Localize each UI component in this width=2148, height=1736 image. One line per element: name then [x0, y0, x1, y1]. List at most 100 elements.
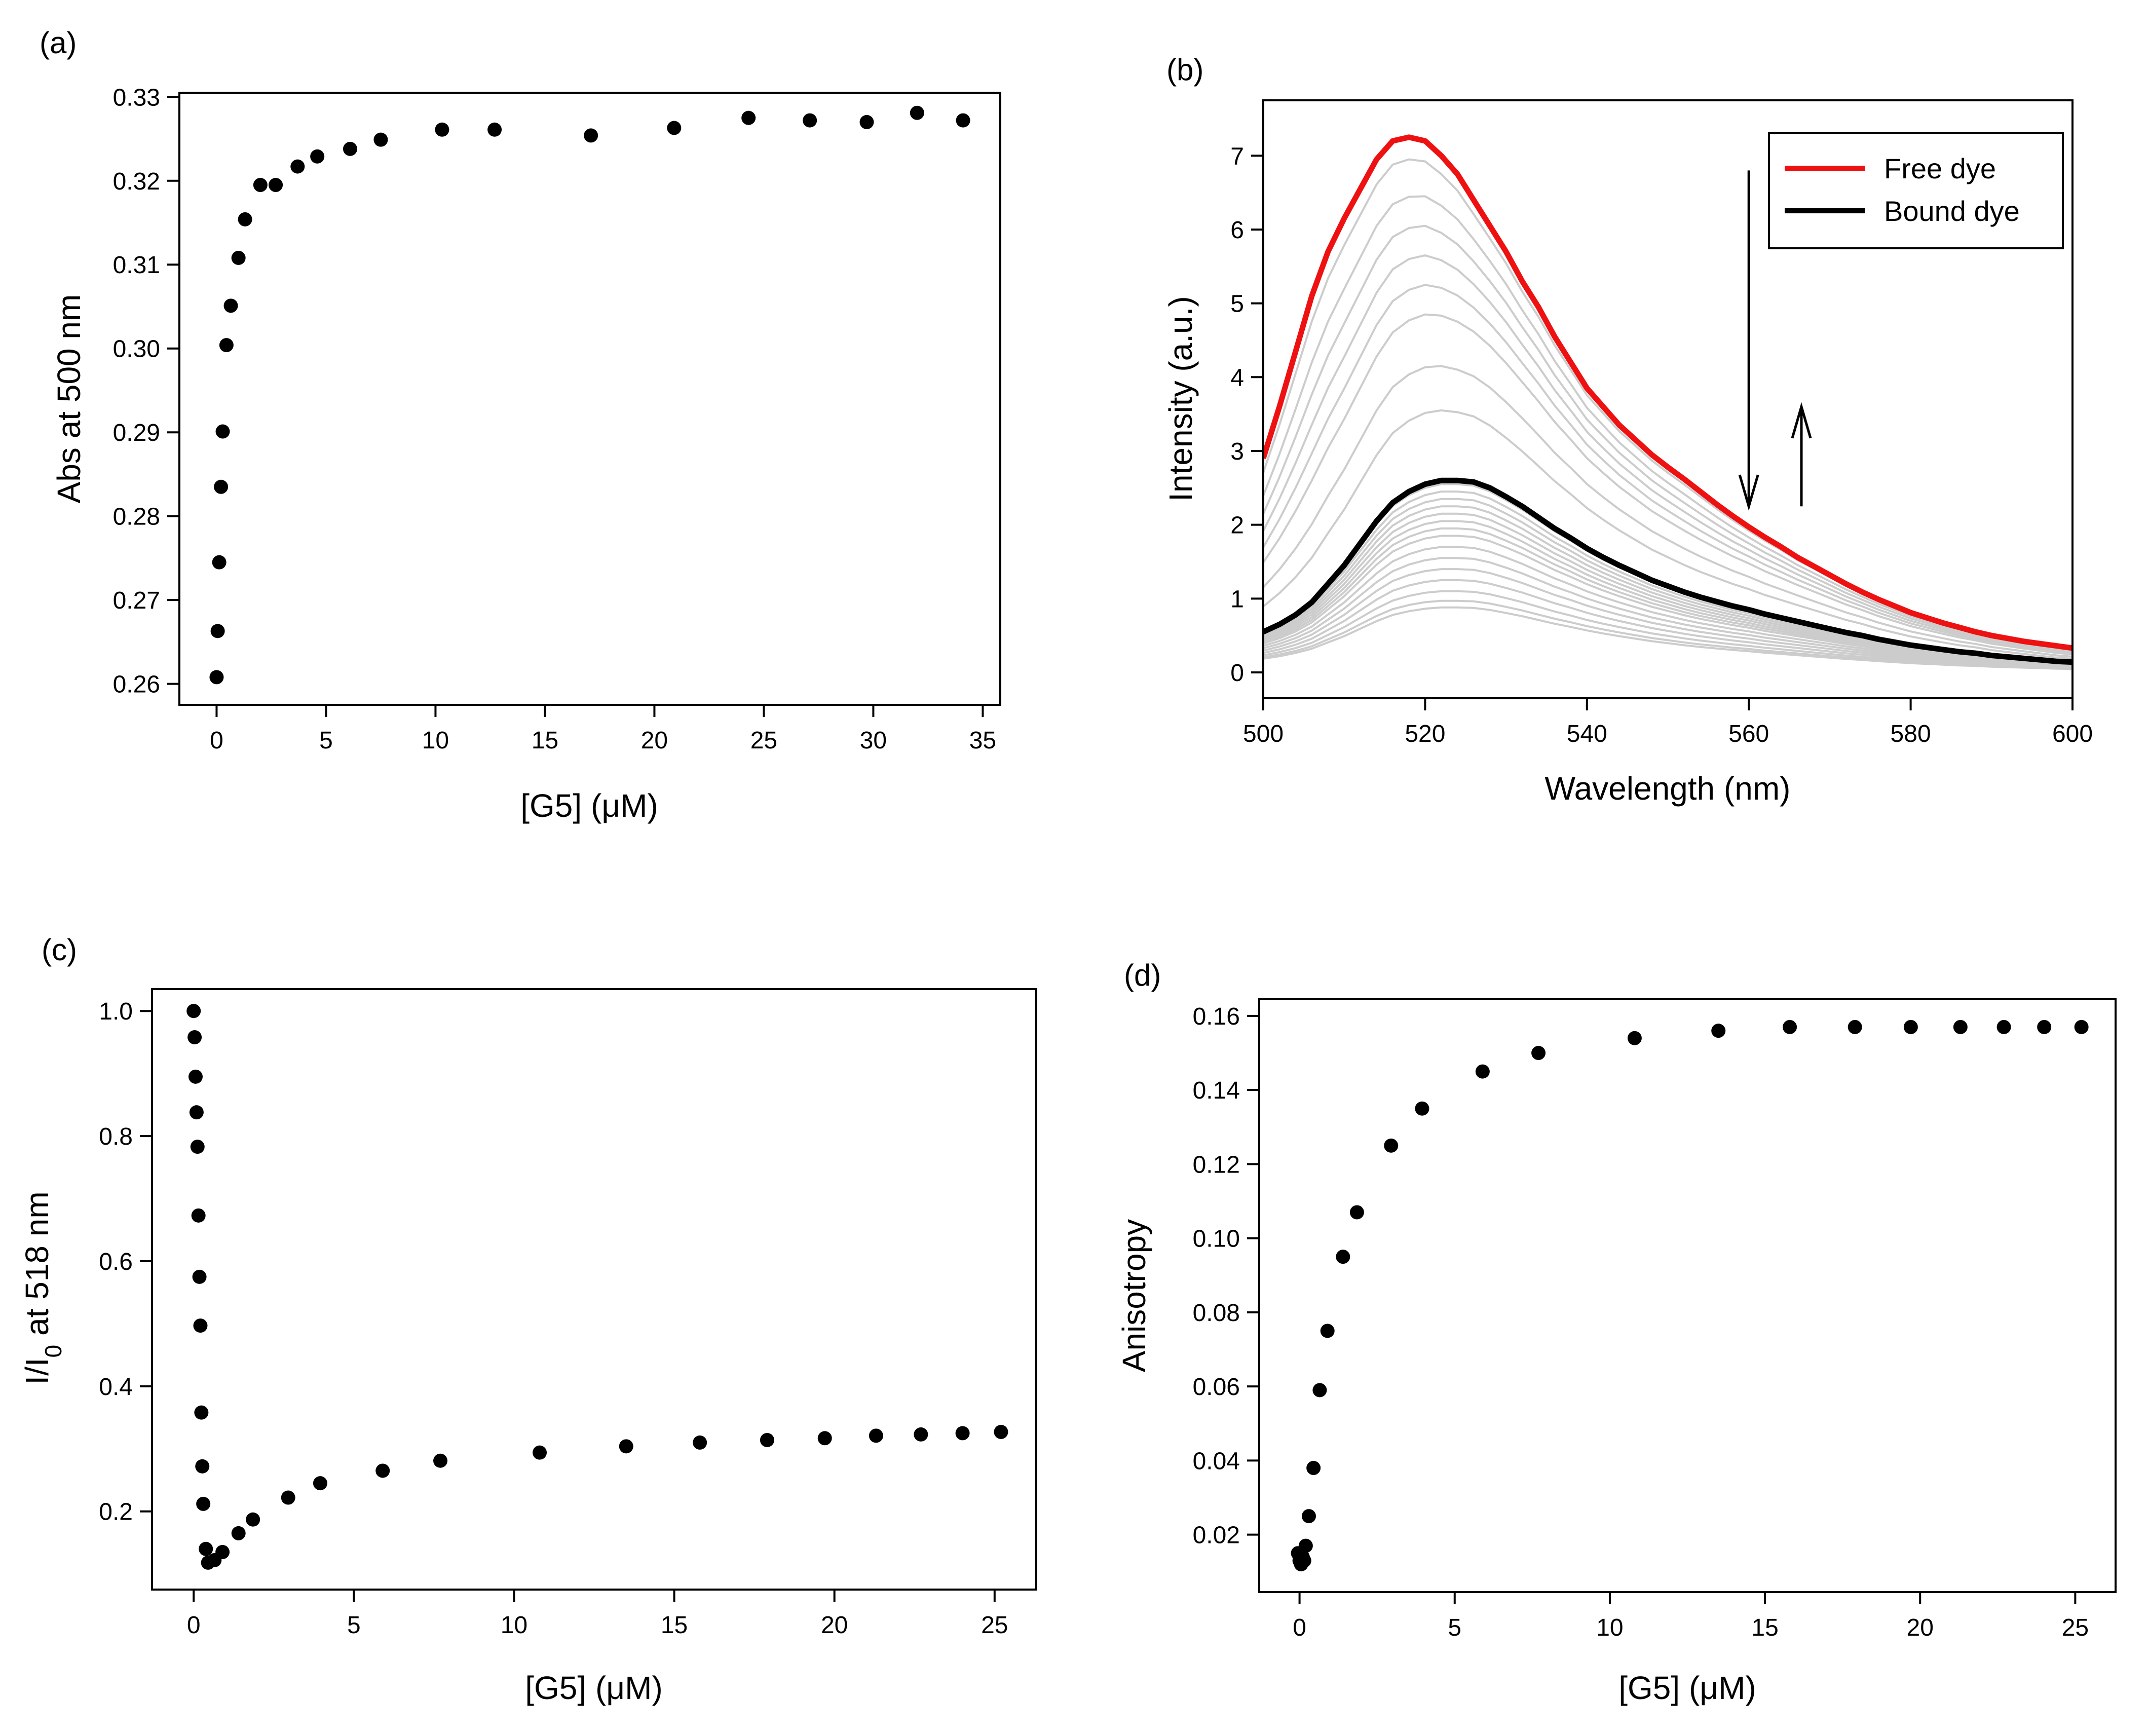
panel-c-y-tick-label: 0.6: [99, 1249, 133, 1275]
panel-b-intermediate-spectrum: [1263, 409, 2072, 660]
panel-a-label: (a): [40, 26, 77, 60]
panel-c-x-tick-label: 20: [821, 1612, 848, 1639]
panel-a-y-tick-label: 0.26: [113, 671, 160, 698]
panel-d-data-point: [1306, 1461, 1321, 1476]
panel-c-data-point: [189, 1105, 204, 1120]
panel-c-data-point: [375, 1463, 390, 1478]
panel-a-data-point: [215, 424, 230, 439]
panel-d-y-tick-label: 0.06: [1193, 1374, 1240, 1401]
panel-d-data-point: [1301, 1509, 1316, 1524]
panel-c-data-point: [281, 1490, 295, 1505]
panel-a-data-point: [487, 122, 502, 137]
panel-c-data-point: [619, 1439, 633, 1454]
panel-a-data-point: [803, 113, 817, 128]
panel-c-data-point: [186, 1004, 201, 1018]
panel-d-y-tick-label: 0.14: [1193, 1077, 1240, 1104]
panel-c-label: (c): [42, 933, 77, 967]
panel-d-y-tick-label: 0.16: [1193, 1003, 1240, 1030]
panel-a-data-point: [859, 115, 874, 129]
panel-d-y-tick-label: 0.10: [1193, 1226, 1240, 1253]
panel-c-data-point: [215, 1544, 230, 1559]
panel-b-x-tick-label: 580: [1891, 721, 1931, 747]
panel-c-y-label-subscript: 0: [40, 1345, 66, 1358]
panel-b-legend: Free dye Bound dye: [1768, 132, 2064, 249]
panel-b-y-tick-label: 5: [1230, 291, 1244, 318]
legend-free-dye-label: Free dye: [1884, 153, 1996, 184]
panel-d-data-point: [1627, 1031, 1642, 1045]
panel-a-data-point: [212, 555, 227, 570]
panel-b-x-tick-label: 600: [2052, 721, 2093, 747]
panel-b-bound-dye-line: [1263, 477, 2072, 665]
panel-a-data-point: [231, 250, 246, 265]
panel-c-data-point: [760, 1432, 774, 1447]
panel-d: (d) 0 5 10 15 20 25 0.02 0.04 0.06 0.08 0.10 0.12 0…: [1116, 958, 2117, 1706]
panel-a-y-tick-label: 0.27: [113, 587, 160, 614]
panel-d-y-tick-label: 0.08: [1193, 1300, 1240, 1327]
panel-b-label: (b): [1166, 53, 1203, 87]
panel-d-data-point: [1297, 1553, 1311, 1568]
panel-d-data-point: [1711, 1024, 1726, 1038]
panel-a-x-tick-label: 0: [210, 727, 223, 754]
panel-b-y-tick-label: 1: [1230, 586, 1244, 613]
panel-d-data-point: [1312, 1383, 1327, 1398]
panel-a-data-point: [310, 149, 325, 164]
panel-b-intermediate-spectrum: [1263, 254, 2072, 653]
panel-a-plot-frame: [178, 92, 1001, 706]
panel-d-data-point: [1336, 1250, 1350, 1264]
panel-a-data-point: [584, 128, 598, 143]
panel-d-data-point: [1384, 1138, 1399, 1153]
panel-c-y-label-main: I/I: [19, 1357, 55, 1384]
panel-d-x-tick-label: 10: [1596, 1614, 1623, 1641]
panel-b-intermediate-spectrum: [1263, 284, 2072, 654]
panel-a: (a) 0 5 10 15 20 25 30 35 0.26 0.27 0.28 0.29 0.30 0…: [40, 26, 1001, 824]
panel-b-x-tick-label: 560: [1728, 721, 1769, 747]
panel-c-data-point: [196, 1496, 211, 1511]
panel-b-y-tick-label: 6: [1230, 217, 1244, 244]
panel-b-y-tick-label: 0: [1230, 660, 1244, 687]
panel-d-data-point: [1531, 1046, 1546, 1061]
panel-a-data-point: [210, 624, 225, 638]
panel-d-data-point: [1996, 1020, 2011, 1034]
panel-c-data-point: [533, 1445, 547, 1460]
panel-a-data-point: [253, 178, 268, 193]
panel-d-x-tick-label: 20: [1907, 1614, 1934, 1641]
panel-c-data-point: [817, 1431, 832, 1446]
panel-d-x-tick-label: 15: [1751, 1614, 1778, 1641]
panel-c-data-point: [313, 1476, 327, 1491]
panel-b-plot-frame: [1262, 99, 2074, 699]
panel-a-x-tick-label: 35: [969, 727, 996, 754]
panel-a-x-tick-label: 5: [319, 727, 333, 754]
panel-a-x-axis-label: [G5] (μM): [520, 787, 658, 824]
panel-c-y-axis-label: I/I0 at 518 nm: [19, 1191, 66, 1384]
panel-a-data-point: [219, 338, 234, 353]
panel-a-y-tick-label: 0.33: [113, 84, 160, 111]
panel-b-intermediate-spectrum: [1263, 557, 2072, 667]
panel-c-plot-frame: [151, 988, 1037, 1591]
panel-d-data-point: [1903, 1020, 1918, 1034]
panel-a-y-tick-label: 0.32: [113, 168, 160, 195]
panel-b-arrow-up-head: [1791, 402, 1812, 439]
panel-c-x-axis-label: [G5] (μM): [525, 1670, 663, 1706]
panel-a-x-tick-label: 30: [860, 727, 887, 754]
panel-b-intermediate-spectrum: [1263, 568, 2072, 668]
panel-a-data-point: [373, 132, 388, 147]
panel-c-data-point: [193, 1318, 208, 1333]
panel-b-y-tick-label: 4: [1230, 364, 1244, 391]
panel-c-data-point: [955, 1426, 970, 1441]
panel-a-x-tick-label: 15: [532, 727, 558, 754]
panel-c-data-point: [231, 1526, 246, 1540]
panel-c-y-label-rest: at 518 nm: [19, 1191, 55, 1344]
panel-a-data-point: [238, 212, 252, 227]
panel-b-y-tick-label: 2: [1230, 512, 1244, 539]
panel-a-data-point: [741, 110, 756, 125]
panel-b-y-tick-label: 3: [1230, 438, 1244, 465]
panel-c-y-tick-label: 1.0: [99, 998, 133, 1025]
panel-c-data-point: [199, 1541, 213, 1556]
panel-a-y-tick-label: 0.29: [113, 420, 160, 446]
panel-c-data-point: [246, 1512, 260, 1527]
panel-b-intermediate-spectrum: [1263, 535, 2072, 666]
panel-d-x-axis-label: [G5] (μM): [1618, 1670, 1756, 1706]
panel-b-free-dye-line: [1263, 134, 2072, 651]
panel-c-data-point: [195, 1459, 210, 1474]
